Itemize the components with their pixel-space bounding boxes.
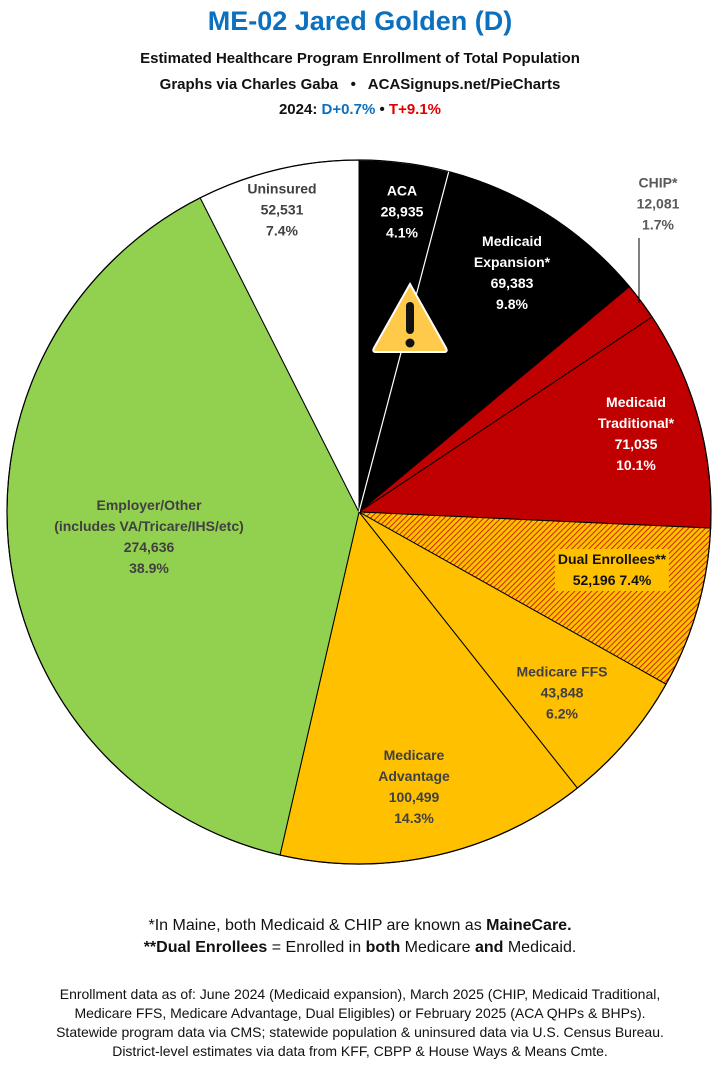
label-chip-value: 12,081	[636, 195, 680, 212]
source-line: Enrollment data as of: June 2024 (Medica…	[59, 986, 661, 1002]
label-aca: ACA 28,935 4.1%	[381, 181, 424, 244]
label-uninsured-name: Uninsured	[247, 180, 317, 197]
label-ffs-pct: 6.2%	[546, 705, 578, 722]
label-employer-value: 274,636	[123, 539, 175, 555]
margin-separator: •	[379, 101, 385, 118]
label-traditional-name1: Medicaid	[606, 394, 666, 410]
label-chip-name: CHIP*	[638, 174, 678, 191]
label-traditional-value: 71,035	[614, 436, 658, 452]
label-advantage-name1: Medicare	[383, 747, 445, 763]
label-uninsured-pct: 7.4%	[266, 222, 298, 239]
label-traditional-pct: 10.1%	[616, 457, 656, 473]
label-dual-value: 52,196 7.4%	[572, 572, 652, 588]
label-expansion-name2: Expansion*	[473, 254, 551, 270]
label-advantage-value: 100,499	[388, 789, 440, 805]
label-ffs-value: 43,848	[540, 684, 584, 701]
label-employer-name1: Employer/Other	[96, 497, 202, 513]
label-medicaid-expansion: Medicaid Expansion* 69,383 9.8%	[474, 231, 550, 315]
label-aca-pct: 4.1%	[386, 224, 418, 241]
footnote-bold: and	[474, 939, 504, 956]
label-aca-value: 28,935	[380, 203, 424, 220]
source-line: Statewide program data via CMS; statewid…	[56, 1024, 664, 1040]
footnote-bold: **Dual Enrollees	[143, 939, 268, 956]
footnote-mainecare: *In Maine, both Medicaid & CHIP are know…	[0, 914, 720, 938]
chart-credit: Graphs via Charles Gaba • ACASignups.net…	[159, 76, 561, 93]
footnote-text: Medicare	[400, 939, 475, 956]
sources-note: Enrollment data as of: June 2024 (Medica…	[0, 985, 720, 1061]
footnote-dual: **Dual Enrollees = Enrolled in both Medi…	[0, 936, 720, 960]
label-expansion-pct: 9.8%	[496, 296, 528, 312]
margin-dem: D+0.7%	[321, 101, 376, 118]
label-employer-other: Employer/Other (includes VA/Tricare/IHS/…	[54, 495, 244, 579]
label-medicare-ffs: Medicare FFS 43,848 6.2%	[516, 662, 607, 725]
footnote-text: *In Maine, both Medicaid & CHIP are know…	[148, 917, 487, 934]
label-uninsured: Uninsured 52,531 7.4%	[247, 179, 316, 242]
label-advantage-name2: Advantage	[378, 768, 450, 784]
label-chip: CHIP* 12,081 1.7%	[637, 173, 680, 236]
label-dual-name: Dual Enrollees**	[557, 551, 667, 567]
source-line: District-level estimates via data from K…	[112, 1043, 608, 1059]
label-medicare-advantage: Medicare Advantage 100,499 14.3%	[378, 745, 450, 829]
label-dual-enrollees: Dual Enrollees** 52,196 7.4%	[554, 549, 670, 591]
label-medicaid-traditional: Medicaid Traditional* 71,035 10.1%	[598, 392, 674, 476]
label-employer-pct: 38.9%	[129, 560, 169, 576]
label-expansion-value: 69,383	[490, 275, 534, 291]
footnote-bold: MaineCare.	[486, 917, 572, 934]
label-traditional-name2: Traditional*	[597, 415, 675, 431]
chart-title: ME-02 Jared Golden (D)	[207, 6, 513, 36]
footnote-bold: both	[365, 939, 401, 956]
pie-outline	[6, 159, 712, 865]
election-margin: 2024: D+0.7% • T+9.1%	[0, 101, 720, 118]
margin-prefix: 2024:	[278, 101, 318, 118]
margin-trump: T+9.1%	[388, 101, 442, 118]
footnote-text: = Enrolled in	[267, 939, 366, 956]
source-line: Medicare FFS, Medicare Advantage, Dual E…	[74, 1005, 646, 1021]
chart-subtitle: Estimated Healthcare Program Enrollment …	[140, 50, 580, 67]
label-chip-pct: 1.7%	[642, 216, 674, 233]
label-aca-name: ACA	[386, 182, 418, 199]
label-advantage-pct: 14.3%	[394, 810, 434, 826]
label-uninsured-value: 52,531	[260, 201, 304, 218]
footnote-text: Medicaid.	[503, 939, 577, 956]
label-ffs-name: Medicare FFS	[516, 663, 608, 680]
label-expansion-name1: Medicaid	[482, 233, 542, 249]
warning-icon	[372, 281, 448, 353]
label-employer-name2: (includes VA/Tricare/IHS/etc)	[54, 518, 244, 534]
